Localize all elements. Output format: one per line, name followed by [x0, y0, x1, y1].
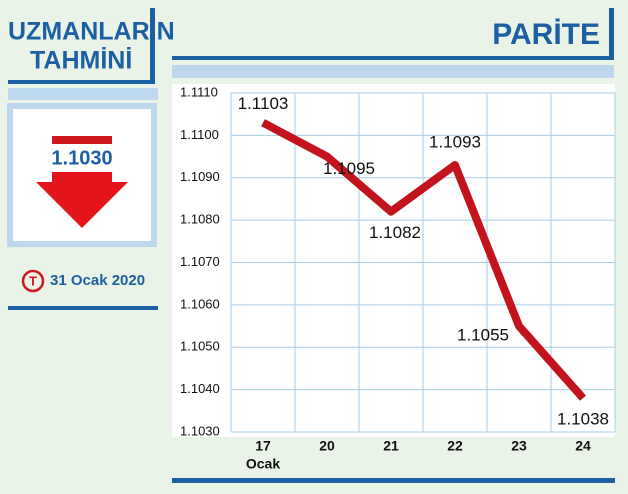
- header-rule: [8, 80, 155, 84]
- plot: 1.1110 1.1100 1.1090 1.1080 1.1070 1.1060 1.10…: [180, 84, 616, 472]
- header-band: [172, 65, 614, 78]
- chart-title: PARİTE: [492, 18, 600, 51]
- left-header: UZMANLARIN TAHMİNİ: [8, 8, 175, 100]
- header-bar: [150, 8, 155, 84]
- y-tick-label: 1.1090: [180, 169, 220, 184]
- header-rule: [172, 56, 614, 60]
- forecast-bar: [52, 136, 112, 144]
- x-month-label: Ocak: [246, 456, 280, 472]
- down-arrow: [36, 172, 128, 228]
- x-tick-label: 24: [575, 438, 591, 454]
- y-tick-label: 1.1050: [180, 339, 220, 354]
- y-tick-label: 1.1110: [180, 84, 218, 99]
- value-label: 1.1095: [323, 159, 375, 178]
- value-label: 1.1038: [557, 410, 609, 429]
- left-title: UZMANLARIN: [8, 18, 175, 46]
- logo: [21, 269, 45, 293]
- date: 31 Ocak 2020: [50, 272, 145, 289]
- y-tick-label: 1.1070: [180, 254, 220, 269]
- value-label: 1.1093: [429, 133, 481, 152]
- header-band: [8, 88, 158, 100]
- y-tick-label: 1.1040: [180, 381, 220, 396]
- left-title: TAHMİNİ: [30, 47, 132, 75]
- x-tick-label: 21: [383, 438, 399, 454]
- x-tick-label: 17: [255, 438, 271, 454]
- x-tick-label: 22: [447, 438, 463, 454]
- value-label: 1.1055: [457, 326, 509, 345]
- date-rule: [8, 306, 158, 310]
- y-tick-label: 1.1060: [180, 296, 220, 311]
- y-tick-label: 1.1080: [180, 212, 220, 227]
- value-label: 1.1103: [238, 94, 289, 113]
- x-tick-label: 23: [511, 438, 527, 454]
- x-tick-label: 20: [319, 438, 335, 454]
- y-tick-label: 1.1100: [180, 127, 219, 142]
- bottom-rule: [172, 478, 615, 483]
- y-tick-label: 1.1030: [180, 423, 220, 438]
- value-label: 1.1082: [369, 223, 421, 242]
- plot-background: [172, 84, 615, 437]
- line: [261, 119, 586, 401]
- forecast-value: 1.1030: [51, 147, 112, 169]
- logo-letter: T: [29, 273, 37, 288]
- header-bar: [609, 8, 614, 60]
